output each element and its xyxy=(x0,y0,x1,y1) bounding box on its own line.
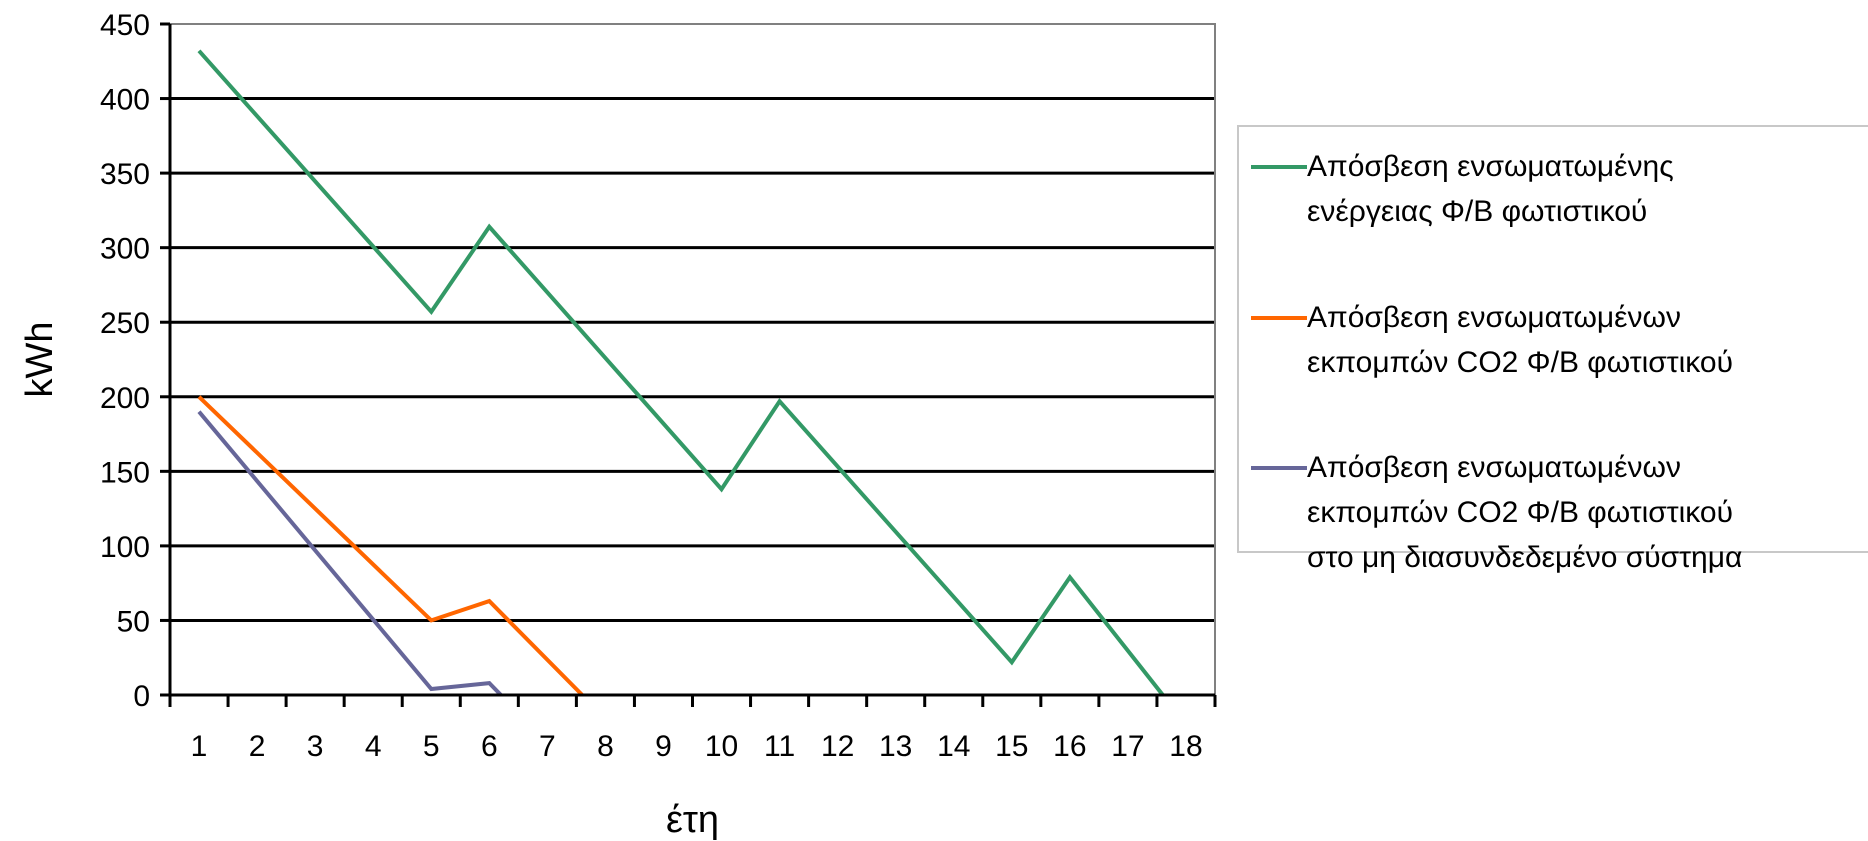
y-tick-label: 400 xyxy=(100,84,150,117)
x-tick-label: 11 xyxy=(764,730,795,763)
legend-item-2: Απόσβεση ενσωματωμένων εκπομπών CO2 Φ/Β … xyxy=(1251,295,1733,385)
legend-swatch-3 xyxy=(1251,466,1307,470)
x-tick-label: 15 xyxy=(995,730,1028,763)
series-line-1 xyxy=(197,49,1165,697)
x-tick-labels: 1 2 3 4 5 6 7 8 9 10 11 12 13 14 15 16 17 18 xyxy=(191,730,1203,763)
legend-swatch-2 xyxy=(1251,316,1307,320)
y-tick-label: 150 xyxy=(100,456,150,489)
legend-label-2-line-1: Απόσβεση ενσωματωμένων xyxy=(1307,301,1681,334)
y-tick-label: 50 xyxy=(117,605,150,638)
legend-label-3-line-1: Απόσβεση ενσωματωμένων xyxy=(1307,451,1681,484)
y-tick-label: 100 xyxy=(100,531,150,564)
legend-label-1-line-2: ενέργειας Φ/Β φωτιστικού xyxy=(1307,195,1648,228)
x-tick-label: 5 xyxy=(423,730,440,763)
x-axis-title: έτη xyxy=(666,799,719,841)
grid-lines xyxy=(170,97,1215,622)
legend-item-3: Απόσβεση ενσωματωμένων εκπομπών CO2 Φ/Β … xyxy=(1251,445,1742,580)
x-tick-label: 17 xyxy=(1111,730,1144,763)
series-line-2 xyxy=(197,395,584,697)
y-tick-label: 0 xyxy=(133,680,150,713)
legend-label-3-line-3: στο μη διασυνδεδεμένο σύστημα xyxy=(1307,541,1743,574)
y-tick-labels: 0 50 100 150 200 250 300 350 400 450 xyxy=(100,9,150,713)
y-tick-label: 200 xyxy=(100,382,150,415)
legend-label-2: Απόσβεση ενσωματωμένων εκπομπών CO2 Φ/Β … xyxy=(1307,295,1733,385)
x-tick-label: 12 xyxy=(821,730,854,763)
x-tick-label: 1 xyxy=(191,730,208,763)
legend-swatch-1 xyxy=(1251,165,1307,169)
x-tick-label: 6 xyxy=(481,730,498,763)
y-tick-label: 250 xyxy=(100,307,150,340)
x-tick-label: 9 xyxy=(655,730,672,763)
x-tick-label: 18 xyxy=(1169,730,1202,763)
x-tick-label: 3 xyxy=(307,730,324,763)
y-tick-label: 350 xyxy=(100,158,150,191)
x-tick-label: 8 xyxy=(597,730,614,763)
x-tick-label: 2 xyxy=(249,730,266,763)
legend-item-1: Απόσβεση ενσωματωμένης ενέργειας Φ/Β φωτ… xyxy=(1251,144,1674,234)
x-tick-label: 13 xyxy=(879,730,912,763)
legend-label-1: Απόσβεση ενσωματωμένης ενέργειας Φ/Β φωτ… xyxy=(1307,144,1674,234)
y-tick-label: 300 xyxy=(100,233,150,266)
x-tick-label: 7 xyxy=(539,730,556,763)
legend-label-1-line-1: Απόσβεση ενσωματωμένης xyxy=(1307,150,1674,183)
series-lines xyxy=(197,49,1165,697)
x-tick-label: 4 xyxy=(365,730,382,763)
legend-label-3-line-2: εκπομπών CO2 Φ/Β φωτιστικού xyxy=(1307,496,1734,529)
axes xyxy=(160,22,1217,707)
x-tick-label: 10 xyxy=(705,730,738,763)
series-line-3 xyxy=(197,410,503,697)
legend-label-2-line-2: εκπομπών CO2 Φ/Β φωτιστικού xyxy=(1307,346,1734,379)
legend: Απόσβεση ενσωματωμένης ενέργειας Φ/Β φωτ… xyxy=(1237,125,1868,574)
x-tick-label: 16 xyxy=(1053,730,1086,763)
y-axis-title: kWh xyxy=(19,322,61,398)
x-tick-label: 14 xyxy=(937,730,970,763)
y-tick-label: 450 xyxy=(100,9,150,42)
legend-label-3: Απόσβεση ενσωματωμένων εκπομπών CO2 Φ/Β … xyxy=(1307,445,1742,580)
